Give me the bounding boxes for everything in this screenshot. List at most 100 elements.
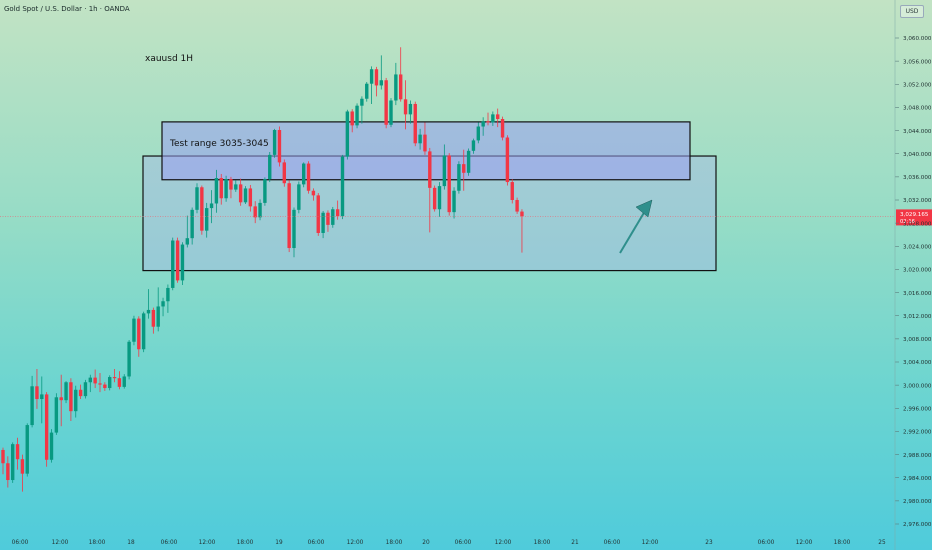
x-tick-label: 06:00 — [161, 540, 178, 546]
x-tick-label: 06:00 — [308, 540, 325, 546]
candle-body — [457, 164, 461, 191]
x-tick-label: 18 — [127, 540, 135, 546]
y-tick-label: 3,056.000 — [903, 59, 932, 65]
candles — [1, 47, 524, 492]
candle-body — [49, 432, 54, 460]
candle-body — [500, 119, 505, 138]
candle-body — [486, 121, 490, 123]
candle-body — [355, 105, 359, 126]
y-tick-label: 2,996.000 — [903, 406, 932, 412]
candle-body — [117, 378, 122, 387]
candle-body — [83, 382, 88, 397]
y-tick-label: 2,992.000 — [903, 430, 932, 436]
x-tick-label: 06:00 — [604, 540, 621, 546]
candle-body — [166, 287, 170, 302]
x-tick-label: 23 — [705, 540, 713, 546]
candle-body — [156, 306, 160, 327]
candle-body — [335, 209, 340, 217]
candle-body — [365, 83, 369, 99]
candle-body — [384, 80, 388, 125]
candle-body — [287, 183, 291, 249]
y-tick-label: 3,004.000 — [903, 360, 932, 366]
last-price-value: 3,029.165 — [900, 212, 929, 218]
candle-body — [369, 69, 374, 84]
x-tick-label: 06:00 — [12, 540, 29, 546]
candle-body — [74, 389, 78, 412]
candle-body — [476, 126, 480, 141]
y-tick-label: 3,044.000 — [903, 129, 932, 135]
y-tick-label: 3,040.000 — [903, 152, 932, 158]
candle-body — [466, 150, 471, 173]
x-tick-label: 06:00 — [455, 540, 472, 546]
candle-body — [515, 200, 519, 212]
x-tick-label: 25 — [878, 540, 886, 546]
candle-body — [59, 397, 63, 401]
candle-body — [98, 383, 102, 385]
candle-body — [40, 394, 44, 400]
y-tick-label: 3,012.000 — [903, 314, 932, 320]
candle-body — [54, 397, 59, 433]
test-range-label: Test range 3035-3045 — [169, 139, 269, 149]
candle-body — [326, 212, 330, 225]
y-tick-label: 2,988.000 — [903, 453, 932, 459]
y-tick-label: 3,052.000 — [903, 82, 932, 88]
y-tick-label: 3,048.000 — [903, 106, 932, 112]
candle-body — [413, 103, 417, 144]
candle-body — [69, 382, 73, 412]
currency-button[interactable]: USD — [900, 5, 924, 18]
candle-body — [403, 99, 408, 115]
y-tick-label: 3,028.000 — [903, 221, 932, 227]
candle-body — [93, 377, 97, 384]
candle-body — [35, 386, 39, 400]
x-tick-label: 12:00 — [347, 540, 364, 546]
price-axis[interactable]: 3,060.000 3,056.000 3,052.000 3,048.000 3,04… — [894, 0, 932, 550]
x-tick-label: 21 — [571, 540, 579, 546]
candle-body — [248, 188, 253, 207]
x-tick-label: 12:00 — [199, 540, 216, 546]
candle-body — [224, 179, 228, 199]
candle-body — [175, 240, 180, 281]
candle-body — [340, 156, 345, 217]
x-tick-label: 12:00 — [796, 540, 813, 546]
candle-body — [234, 184, 238, 190]
candle-body — [496, 114, 500, 119]
last-price-tag — [896, 209, 932, 226]
time-axis[interactable]: 06:00 12:00 18:00 18 06:00 12:00 18:00 19 06:00 1… — [12, 540, 886, 546]
candle-body — [394, 74, 398, 101]
candle-body — [520, 211, 524, 217]
candle-body — [243, 188, 248, 203]
candle-body — [229, 179, 233, 190]
candle-body — [141, 313, 146, 350]
candle-body — [423, 134, 427, 152]
x-tick-label: 19 — [275, 540, 283, 546]
y-tick-label: 3,020.000 — [903, 268, 932, 274]
x-tick-label: 06:00 — [758, 540, 775, 546]
candle-body — [108, 377, 112, 389]
candle-body — [205, 208, 209, 231]
candle-body — [282, 162, 286, 184]
candle-body — [432, 187, 437, 210]
candle-body — [258, 202, 262, 218]
candle-body — [180, 244, 185, 281]
candle-body — [137, 318, 141, 350]
candle-body — [238, 184, 243, 203]
candle-body — [268, 154, 272, 180]
candle-body — [345, 111, 350, 157]
candle-body — [185, 238, 189, 245]
candle-body — [389, 100, 393, 125]
candle-body — [219, 178, 223, 199]
candle-body — [408, 103, 413, 115]
y-tick-label: 3,032.000 — [903, 198, 932, 204]
candle-body — [88, 377, 92, 383]
y-tick-label: 3,036.000 — [903, 175, 932, 181]
candle-body — [505, 137, 510, 183]
y-tick-label: 3,000.000 — [903, 383, 932, 389]
candle-body — [481, 121, 485, 127]
candle-body — [151, 309, 156, 327]
candle-body — [331, 209, 335, 225]
candle-body — [190, 209, 194, 239]
candle-body — [15, 444, 20, 460]
candle-body — [44, 394, 49, 460]
